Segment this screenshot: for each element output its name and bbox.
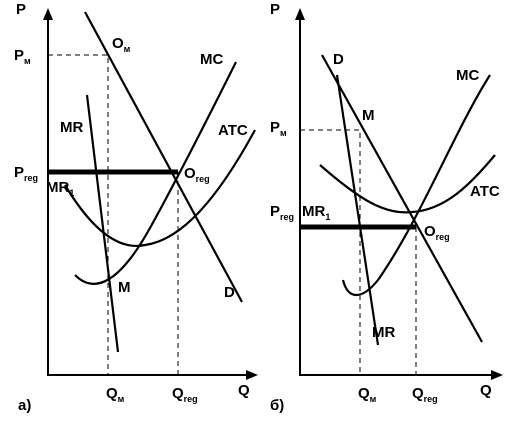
dashed-lines (48, 54, 179, 375)
mc (341, 74, 491, 297)
label-sub: reg (436, 232, 450, 242)
curve-label: Pм (14, 47, 31, 66)
label-main: MC (200, 51, 223, 68)
label-sub: reg (196, 174, 210, 184)
axes (299, 12, 500, 376)
label-main: MR (46, 179, 69, 196)
curve-label: D (224, 284, 235, 301)
curve-label: Preg (270, 203, 294, 222)
label-main: D (224, 284, 235, 301)
label-main: M (362, 107, 375, 124)
label-main: ATC (470, 183, 500, 200)
label-main: P (14, 164, 24, 181)
caption: а) (18, 397, 31, 414)
label-main: Q (106, 385, 118, 402)
label-sub: м (280, 128, 287, 138)
curve-label: M (118, 279, 131, 296)
curve-label: ATC (218, 122, 248, 139)
curve-label: MR (60, 119, 83, 136)
curve-label: Pм (270, 119, 287, 138)
label-main: P (14, 47, 24, 64)
label-sub: м (124, 44, 131, 54)
dashed-lines (300, 129, 417, 375)
label-main: Q (172, 385, 184, 402)
atc (64, 129, 256, 247)
curve-label: Preg (14, 164, 38, 183)
curve-label: ATC (470, 183, 500, 200)
label-main: MR (60, 119, 83, 136)
curve-label: Qм (358, 385, 377, 404)
label-main: P (270, 119, 280, 136)
curve-label: MR1 (302, 203, 330, 222)
arrows (43, 8, 258, 380)
label-sub: м (24, 56, 31, 66)
curve-label: Qм (106, 385, 125, 404)
label-main: Q (358, 385, 370, 402)
label-sub: 1 (69, 188, 74, 198)
label-sub: м (118, 394, 125, 404)
axis-label: P (270, 1, 280, 18)
curve-label: MR1 (46, 179, 74, 198)
mr (335, 74, 380, 346)
curve-label: M (362, 107, 375, 124)
axes (47, 12, 255, 376)
label-main: MR (302, 203, 325, 220)
label-sub: reg (184, 394, 198, 404)
demand (321, 54, 483, 343)
label-main: O (184, 165, 196, 182)
axis-label: Q (238, 382, 250, 399)
demand (84, 11, 243, 303)
axis-label: P (16, 1, 26, 18)
label-main: P (270, 203, 280, 220)
mc (74, 61, 237, 285)
label-main: Q (412, 385, 424, 402)
atc (319, 154, 496, 214)
curve-label: MC (456, 67, 479, 84)
curve-label: Oreg (184, 165, 210, 184)
label-main: M (118, 279, 131, 296)
caption: б) (270, 397, 284, 414)
label-sub: reg (24, 173, 38, 183)
label-main: O (112, 35, 124, 52)
label-sub: reg (280, 212, 294, 222)
curve-label: Qreg (172, 385, 198, 404)
label-main: ATC (218, 122, 248, 139)
curve-label: MC (200, 51, 223, 68)
curve-label: Qreg (412, 385, 438, 404)
label-main: MR (372, 324, 395, 341)
mr (85, 94, 120, 353)
axis-label: Q (480, 382, 492, 399)
label-sub: reg (424, 394, 438, 404)
label-sub: м (370, 394, 377, 404)
panel-b (295, 8, 503, 380)
label-main: O (424, 223, 436, 240)
label-main: MC (456, 67, 479, 84)
curve-label: D (333, 51, 344, 68)
curve-label: Oм (112, 35, 131, 54)
panel-a (43, 8, 258, 380)
curve-label: Oreg (424, 223, 450, 242)
label-sub: 1 (325, 212, 330, 222)
label-main: D (333, 51, 344, 68)
curve-label: MR (372, 324, 395, 341)
